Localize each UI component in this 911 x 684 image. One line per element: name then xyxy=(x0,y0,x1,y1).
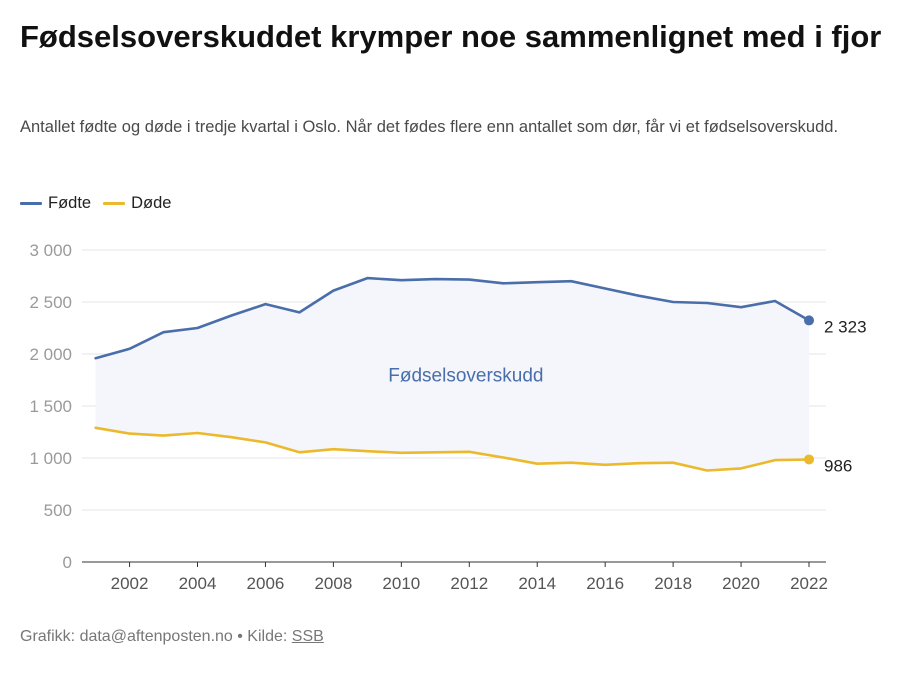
x-tick-label: 2006 xyxy=(247,574,285,593)
y-tick-label: 2 000 xyxy=(29,345,72,364)
y-tick-label: 0 xyxy=(63,553,72,572)
footer-credit: Grafikk: data@aftenposten.no • Kilde: xyxy=(20,628,292,645)
y-tick-label: 2 500 xyxy=(29,293,72,312)
legend-label-dode: Døde xyxy=(131,194,172,212)
legend-swatch-fodte xyxy=(20,202,42,205)
end-label-dode: 986 xyxy=(824,456,852,475)
surplus-area xyxy=(95,278,810,471)
x-tick-label: 2016 xyxy=(586,574,624,593)
legend-swatch-dode xyxy=(103,202,126,205)
x-tick-label: 2018 xyxy=(654,574,692,593)
end-point-fodte xyxy=(804,315,815,326)
x-tick-label: 2002 xyxy=(111,574,149,593)
x-tick-label: 2014 xyxy=(518,574,556,593)
legend-item-dode: Døde xyxy=(103,194,171,213)
area-annotation: Fødselsoverskudd xyxy=(388,366,543,387)
legend-item-fodte: Fødte xyxy=(20,194,91,213)
x-tick-label: 2010 xyxy=(382,574,420,593)
end-label-fodte: 2 323 xyxy=(824,317,867,336)
x-tick-label: 2008 xyxy=(314,574,352,593)
legend-label-fodte: Fødte xyxy=(48,194,92,212)
footer: Grafikk: data@aftenposten.no • Kilde: SS… xyxy=(20,628,324,646)
chart-title: Fødselsoverskuddet krymper noe sammenlig… xyxy=(20,19,882,54)
x-tick-label: 2004 xyxy=(179,574,217,593)
y-tick-label: 3 000 xyxy=(29,241,72,260)
series-line-fodte xyxy=(94,276,811,360)
legend: Fødte Døde xyxy=(20,194,183,213)
x-tick-label: 2012 xyxy=(450,574,488,593)
end-point-dode xyxy=(804,454,815,465)
line-chart: 3 000 2 500 2 000 1 500 1 000 500 0 2002 2004 200… xyxy=(29,241,867,593)
y-tick-label: 1 500 xyxy=(29,397,72,416)
y-tick-label: 1 000 xyxy=(29,449,72,468)
source-link[interactable]: SSB xyxy=(291,628,324,645)
chart-subtitle: Antallet fødte og døde i tredje kvartal … xyxy=(20,118,839,136)
y-tick-label: 500 xyxy=(44,501,72,520)
series-line-dode xyxy=(94,426,811,472)
x-tick-label: 2022 xyxy=(790,574,828,593)
x-tick-label: 2020 xyxy=(722,574,760,593)
